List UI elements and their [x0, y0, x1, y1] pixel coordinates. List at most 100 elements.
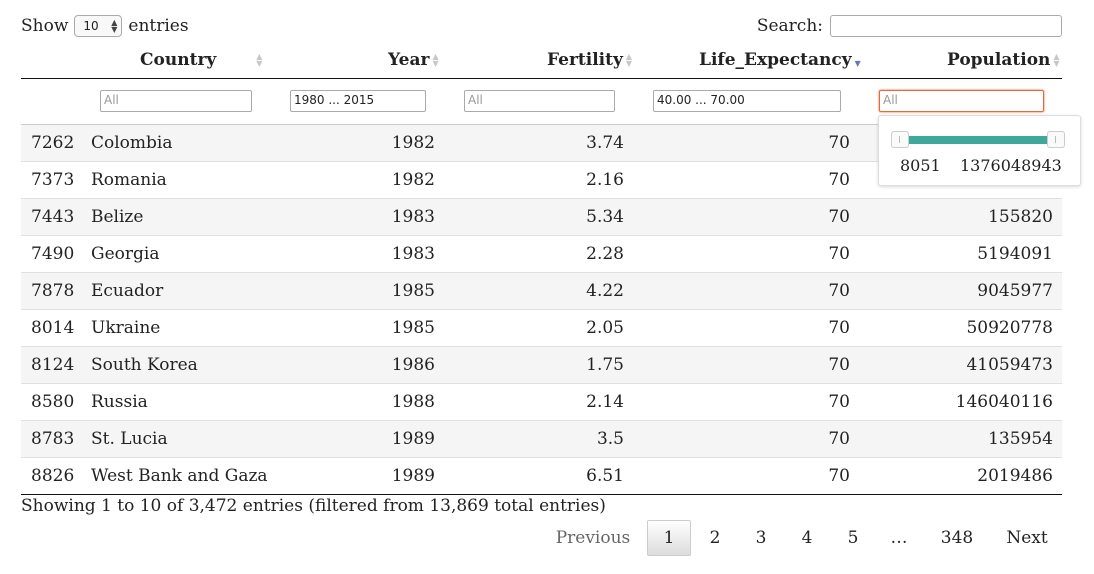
column-header-population[interactable]: Population ▲ ▼ [947, 45, 1060, 75]
slider-max-handle[interactable] [1047, 131, 1065, 148]
cell-fertility: 2.14 [586, 392, 624, 412]
cell-population: 135954 [988, 429, 1053, 449]
column-header-population-label: Population [947, 50, 1051, 70]
cell-life-expectancy: 70 [828, 207, 850, 227]
sort-both-icon: ▲ ▼ [625, 52, 633, 68]
cell-life-expectancy: 70 [828, 281, 850, 301]
sort-both-icon: ▲ ▼ [256, 52, 263, 68]
cell-fertility: 3.5 [596, 429, 624, 449]
cell-life-expectancy: 70 [828, 355, 850, 375]
search-area: Search: [757, 13, 1062, 39]
cell-rowname: 8014 [31, 318, 75, 338]
cell-population: 41059473 [966, 355, 1053, 375]
page-button[interactable]: 5 [847, 528, 859, 548]
column-header-fertility[interactable]: Fertility ▲ ▼ [547, 45, 632, 75]
cell-rowname: 7490 [31, 244, 75, 264]
cell-population: 2019486 [977, 466, 1053, 486]
page-button[interactable]: 4 [801, 528, 813, 548]
cell-life-expectancy: 70 [828, 392, 850, 412]
table-row[interactable]: 7443 Belize 1983 5.34 70 155820 [21, 199, 1062, 236]
cell-life-expectancy: 70 [828, 170, 850, 190]
table-row[interactable]: 8014 Ukraine 1985 2.05 70 50920778 [21, 310, 1062, 347]
cell-rowname: 8124 [31, 355, 75, 375]
cell-year: 1985 [391, 318, 435, 338]
sort-both-icon: ▲ ▼ [432, 52, 439, 68]
column-header-life-expectancy-label: Life_Expectancy [699, 50, 852, 70]
table-header: Country ▲ ▼ Year ▲ ▼ Fertility ▲ ▼ Life_Exp… [21, 45, 1062, 79]
page-button-current[interactable]: 1 [647, 520, 691, 556]
table-body: 7262 Colombia 1982 3.74 70 7373 Romania … [21, 124, 1062, 495]
fertility-filter-input[interactable]: All [464, 90, 615, 112]
column-header-country[interactable]: Country ▲ ▼ [140, 45, 270, 75]
length-menu: Show 10 ▲ ▼ entries [21, 13, 189, 39]
next-button[interactable]: Next [1006, 528, 1048, 548]
cell-year: 1983 [391, 207, 435, 227]
cell-population: 146040116 [955, 392, 1053, 412]
cell-fertility: 2.28 [586, 244, 624, 264]
column-header-year[interactable]: Year ▲ ▼ [388, 45, 439, 75]
cell-rowname: 8580 [31, 392, 75, 412]
table-row[interactable]: 7878 Ecuador 1985 4.22 70 9045977 [21, 273, 1062, 310]
slider-track[interactable] [893, 136, 1059, 144]
table-row[interactable]: 8783 St. Lucia 1989 3.5 70 135954 [21, 421, 1062, 458]
cell-country: Ecuador [91, 281, 164, 301]
cell-country: Colombia [91, 133, 173, 153]
country-filter-input[interactable]: All [100, 90, 252, 112]
page-button[interactable]: 3 [755, 528, 767, 548]
cell-rowname: 8826 [31, 466, 75, 486]
life-expectancy-filter-input[interactable]: 40.00 ... 70.00 [653, 90, 841, 112]
population-range-slider: 8051 1376048943 [878, 115, 1081, 186]
cell-year: 1982 [391, 133, 435, 153]
cell-country: Ukraine [91, 318, 161, 338]
column-header-life-expectancy[interactable]: Life_Expectancy ▼ [699, 45, 861, 75]
table-info: Showing 1 to 10 of 3,472 entries (filter… [21, 496, 606, 516]
cell-fertility: 2.05 [586, 318, 624, 338]
table-row[interactable]: 8124 South Korea 1986 1.75 70 41059473 [21, 347, 1062, 384]
entries-label: entries [128, 16, 189, 36]
cell-population: 50920778 [966, 318, 1053, 338]
cell-life-expectancy: 70 [828, 244, 850, 264]
population-filter-input[interactable]: All [879, 90, 1044, 112]
pagination: Previous 1 2 3 4 5 … 348 Next [0, 520, 1094, 556]
cell-rowname: 7373 [31, 170, 75, 190]
search-input[interactable] [830, 15, 1062, 37]
cell-population: 9045977 [977, 281, 1053, 301]
table-row[interactable]: 7490 Georgia 1983 2.28 70 5194091 [21, 236, 1062, 273]
cell-life-expectancy: 70 [828, 133, 850, 153]
cell-year: 1988 [391, 392, 435, 412]
slider-min-handle[interactable] [891, 131, 909, 148]
column-header-rownames[interactable] [21, 45, 81, 75]
page-button[interactable]: 348 [940, 528, 974, 548]
sort-desc-icon: ▼ [854, 59, 861, 68]
cell-year: 1986 [391, 355, 435, 375]
cell-year: 1982 [391, 170, 435, 190]
table-row[interactable]: 7373 Romania 1982 2.16 70 [21, 162, 1062, 199]
cell-country: West Bank and Gaza [91, 466, 268, 486]
cell-life-expectancy: 70 [828, 466, 850, 486]
cell-country: Georgia [91, 244, 160, 264]
cell-fertility: 4.22 [586, 281, 624, 301]
cell-country: Russia [91, 392, 148, 412]
cell-rowname: 7443 [31, 207, 75, 227]
select-arrows-icon: ▲ ▼ [111, 18, 118, 34]
table-row[interactable]: 8580 Russia 1988 2.14 70 146040116 [21, 384, 1062, 421]
cell-fertility: 2.16 [586, 170, 624, 190]
table-row[interactable]: 8826 West Bank and Gaza 1989 6.51 70 201… [21, 458, 1062, 494]
cell-life-expectancy: 70 [828, 429, 850, 449]
slider-min-value: 8051 [900, 156, 941, 175]
page-button[interactable]: 2 [709, 528, 721, 548]
cell-country: South Korea [91, 355, 198, 375]
cell-fertility: 1.75 [586, 355, 624, 375]
slider-max-value: 1376048943 [960, 156, 1062, 175]
cell-country: Belize [91, 207, 144, 227]
cell-year: 1989 [391, 466, 435, 486]
entries-per-page-select[interactable]: 10 ▲ ▼ [74, 15, 123, 37]
cell-rowname: 7262 [31, 133, 75, 153]
cell-country: St. Lucia [91, 429, 168, 449]
cell-fertility: 3.74 [586, 133, 624, 153]
cell-rowname: 8783 [31, 429, 75, 449]
cell-population: 5194091 [977, 244, 1053, 264]
column-header-country-label: Country [140, 50, 217, 70]
previous-button[interactable]: Previous [555, 528, 631, 548]
year-filter-input[interactable]: 1980 ... 2015 [290, 90, 426, 112]
